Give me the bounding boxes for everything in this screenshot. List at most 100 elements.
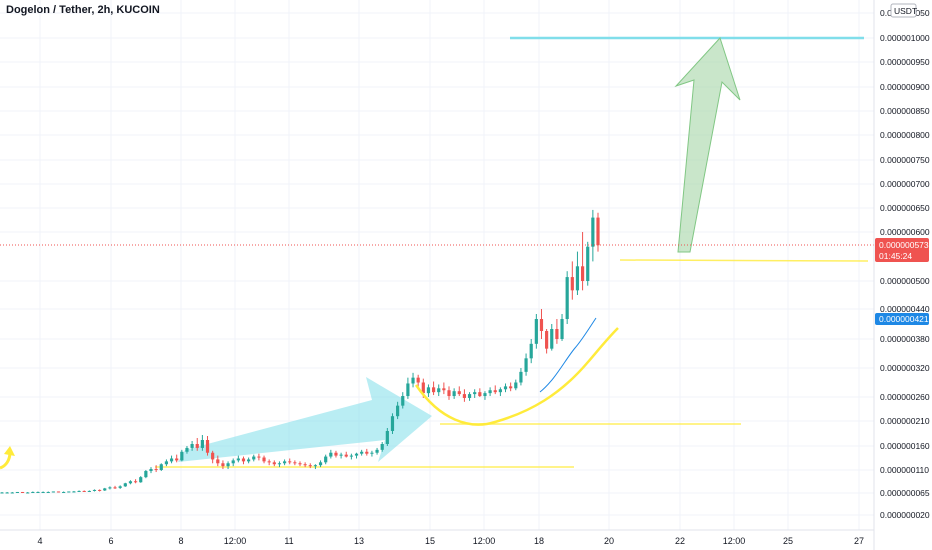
moving-average-line — [539, 317, 597, 393]
candle — [267, 459, 271, 466]
candle-body — [575, 266, 580, 291]
candle-body — [123, 483, 127, 487]
x-tick-label: 6 — [108, 536, 113, 546]
candle — [452, 388, 456, 399]
candle-body — [15, 491, 20, 493]
candle-body — [92, 489, 97, 491]
x-tick-label: 12:00 — [473, 536, 496, 546]
candle-body — [257, 456, 261, 458]
candle — [108, 486, 112, 490]
candle — [514, 379, 518, 391]
candle — [339, 452, 343, 459]
candle — [87, 490, 91, 492]
candle-body — [20, 491, 25, 493]
candle — [98, 489, 102, 492]
overlay-annotations — [0, 317, 619, 470]
candle-body — [26, 492, 30, 494]
candle — [257, 453, 261, 461]
x-tick-label: 13 — [354, 536, 364, 546]
candle-body — [36, 491, 40, 493]
candle — [241, 456, 246, 465]
candle-body — [226, 463, 230, 467]
candle — [431, 381, 436, 396]
candle-body — [190, 444, 194, 448]
candle-body — [288, 461, 292, 463]
candle — [406, 377, 410, 399]
candle-body — [396, 405, 400, 417]
x-tick-label: 22 — [675, 536, 685, 546]
candle-body — [473, 392, 477, 395]
x-tick-label: 15 — [425, 536, 435, 546]
candle — [36, 491, 40, 493]
candle — [139, 476, 143, 483]
y-tick-label: 0.000000750 — [880, 155, 930, 165]
y-tick-label: 0.000000320 — [880, 363, 930, 373]
candle — [580, 232, 585, 291]
candle-body — [550, 329, 554, 349]
candle-body — [185, 447, 189, 452]
y-tick-label: 0.000000800 — [880, 130, 930, 140]
x-tick-label: 27 — [854, 536, 864, 546]
candle — [498, 387, 502, 397]
candle — [46, 491, 50, 493]
candle — [416, 374, 420, 388]
candle-body — [555, 329, 559, 339]
candle-body — [360, 451, 364, 454]
candle-body — [354, 453, 359, 456]
candle — [334, 450, 338, 458]
candle — [509, 382, 513, 392]
candle — [390, 413, 395, 434]
candle-body — [41, 491, 45, 493]
candle-body — [82, 490, 86, 492]
candle — [164, 459, 169, 467]
candle — [375, 447, 379, 455]
time-axis[interactable]: 4 6 8 12:00 11 13 15 12:00 18 20 22 12:00 25 27 — [0, 529, 874, 546]
candle — [31, 491, 35, 493]
candle-body — [514, 382, 518, 389]
candle-body — [503, 386, 508, 390]
candle-body — [241, 458, 246, 462]
x-tick-label: 12:00 — [723, 536, 746, 546]
candle-body — [534, 319, 538, 344]
y-tick-label: 0.000000020 — [880, 510, 930, 520]
candle-body — [401, 396, 405, 406]
candle-body — [267, 461, 271, 463]
y-tick-label: 0.000000065 — [880, 488, 930, 498]
currency-badge: USDT — [890, 3, 917, 18]
candle-body — [252, 456, 256, 460]
candle — [195, 438, 199, 451]
y-tick-label: 0.000000850 — [880, 106, 930, 116]
candle-body — [231, 460, 235, 464]
candle — [370, 450, 374, 457]
candle — [457, 386, 461, 397]
candle-body — [519, 371, 523, 383]
candle-body — [46, 491, 50, 493]
candle-body — [103, 488, 107, 491]
price-axis[interactable]: 0.0000010500.0000010000.0000009500.00000… — [873, 0, 930, 550]
countdown-label: 01:45:24 — [879, 251, 912, 261]
candle-body — [349, 455, 353, 457]
candle — [360, 449, 364, 456]
candle — [185, 446, 189, 454]
candle — [190, 441, 194, 451]
candle — [462, 389, 467, 402]
candle — [149, 467, 153, 474]
candle-body — [5, 492, 9, 494]
candle — [26, 491, 30, 494]
candle-body — [586, 246, 590, 281]
candle — [519, 368, 523, 386]
candle — [503, 383, 508, 393]
candle-body — [380, 444, 384, 450]
candle-body — [370, 452, 374, 454]
candle — [82, 490, 86, 492]
candle — [344, 451, 348, 458]
candle-body — [169, 458, 174, 462]
support-line — [619, 259, 869, 262]
candle-body — [164, 461, 169, 465]
candle — [298, 461, 302, 467]
candle-body — [488, 390, 492, 394]
candle-body — [72, 491, 76, 493]
candle-body — [133, 481, 138, 483]
